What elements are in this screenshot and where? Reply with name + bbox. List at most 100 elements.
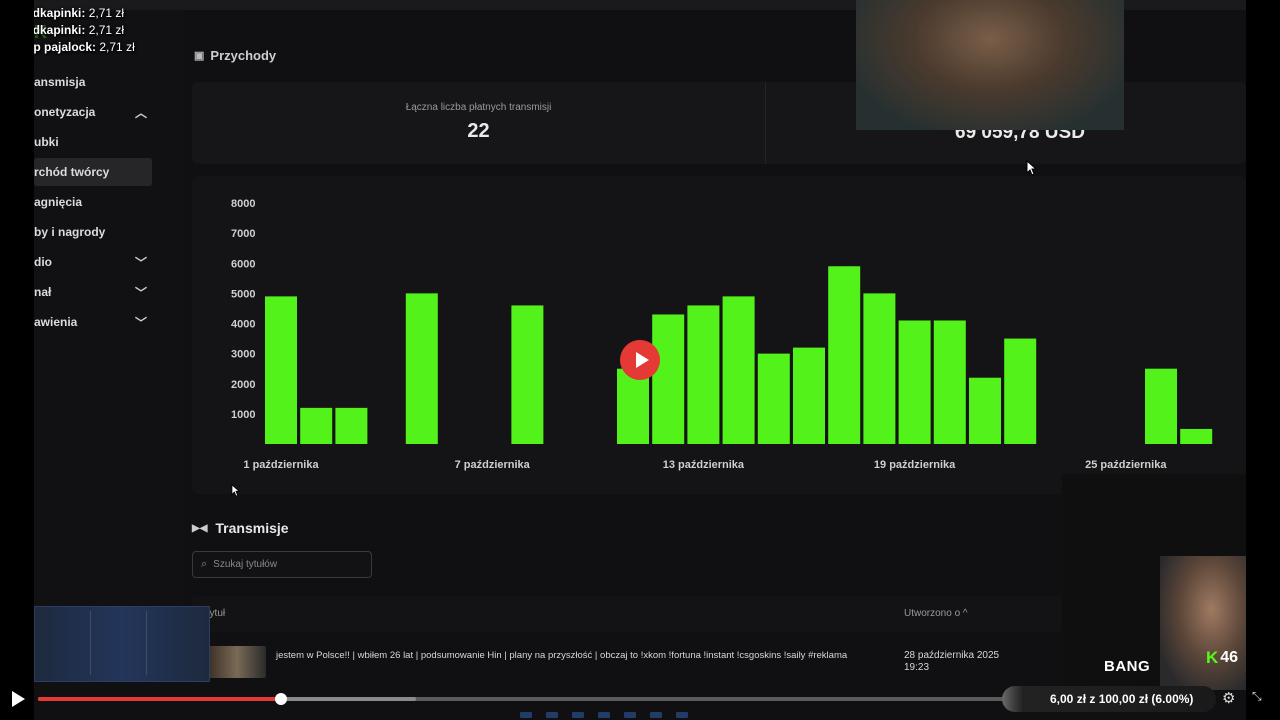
gear-icon[interactable]: ⚙ — [1222, 690, 1236, 707]
letterbox-right — [1246, 0, 1280, 720]
chart-bar[interactable] — [1180, 428, 1213, 444]
streamer-face — [1160, 556, 1246, 690]
sidebar: ansmisja onetyzacja ︿ ubki rchód twórcy a… — [34, 10, 184, 610]
chart-bar[interactable] — [1004, 338, 1037, 444]
sidebar-item-label: onetyzacja — [34, 105, 96, 119]
sidebar-item-label: agnięcia — [34, 195, 83, 209]
x-tick-label: 25 października — [1085, 459, 1167, 471]
sidebar-item-label: awienia — [34, 315, 78, 329]
browser-bookmarks-bar — [34, 0, 1246, 10]
chart-bar[interactable] — [687, 305, 720, 444]
sidebar-item-nagrody[interactable]: by i nagrody — [34, 218, 152, 246]
taskbar-strip — [520, 712, 760, 720]
table-row[interactable]: jestem w Polsce!! | wbiłem 26 lat | pods… — [192, 640, 1062, 680]
chevron-down-icon: ﹀ — [134, 255, 147, 270]
y-tick-label: 4000 — [231, 319, 255, 331]
chart-bar[interactable] — [969, 377, 1001, 444]
letterbox-left — [0, 0, 34, 720]
chart-bar[interactable] — [335, 407, 368, 444]
sidebar-item-label: by i nagrody — [34, 225, 106, 239]
center-play-button[interactable] — [620, 340, 660, 380]
x-tick-label: 7 października — [455, 459, 531, 471]
y-tick-label: 8000 — [231, 198, 255, 210]
webcam-overlay — [856, 0, 1124, 130]
search-icon: ⌕ — [201, 558, 208, 570]
chart-bar[interactable] — [511, 305, 544, 444]
player-controls: 6,00 zł z 100,00 zł (6.00%) ⚙ ⤡ — [0, 684, 1280, 720]
skin-image — [39, 611, 91, 675]
chart-bar[interactable] — [300, 407, 333, 444]
play-button[interactable] — [12, 690, 30, 708]
stream-thumbnail — [208, 646, 266, 678]
stat-label: Łączna liczba płatnych transmisji — [405, 102, 552, 113]
chevron-down-icon: ﹀ — [134, 285, 147, 300]
section-title: Przychody — [210, 48, 277, 63]
x-tick-label: 1 października — [243, 459, 319, 471]
donation-goal-bar: 6,00 zł z 100,00 zł (6.00%) — [1002, 686, 1216, 712]
kick-viewer-counter: K 46 — [1206, 648, 1238, 668]
sidebar-item-monetyzacja[interactable]: onetyzacja ︿ — [34, 98, 152, 126]
y-tick-label: 5000 — [231, 288, 255, 300]
mouse-cursor-icon — [1026, 160, 1038, 176]
chart-bar[interactable] — [828, 266, 861, 444]
exit-fullscreen-icon[interactable]: ⤡ — [1252, 689, 1262, 703]
sidebar-item-transmisja[interactable]: ansmisja — [34, 68, 152, 96]
chart-bar[interactable] — [863, 293, 896, 444]
sidebar-item-label: ubki — [34, 135, 59, 149]
sidebar-item-label: ansmisja — [34, 75, 86, 89]
mouse-cursor-icon — [231, 484, 241, 497]
bang-label: BANG — [1104, 658, 1151, 675]
chart-bar[interactable] — [722, 296, 755, 444]
stat-value: 22 — [467, 120, 490, 142]
play-icon — [635, 352, 649, 368]
sidebar-item-osiagniecia[interactable]: agnięcia — [34, 188, 152, 216]
play-icon — [12, 691, 25, 707]
sidebar-item-przychod-tworcy[interactable]: rchód twórcy — [34, 158, 152, 186]
search-input[interactable]: ⌕ Szukaj tytułów — [192, 551, 372, 578]
chart-bar[interactable] — [898, 320, 931, 444]
donation-goal-text: 6,00 zł z 100,00 zł (6.00%) — [1050, 692, 1194, 706]
kick-icon: K — [1206, 648, 1219, 667]
chart-bar[interactable] — [1145, 368, 1177, 444]
chart-bar[interactable] — [933, 320, 966, 444]
column-header-created[interactable]: Utworzono o ^ — [904, 608, 968, 619]
chart-bar[interactable] — [757, 353, 790, 444]
seek-bar[interactable] — [38, 693, 1008, 705]
chart-bar[interactable] — [652, 314, 685, 444]
y-tick-label: 2000 — [231, 379, 255, 391]
video-icon: ▶◀ — [192, 522, 208, 534]
stat-paid-streams: Łączna liczba płatnych transmisji 22 — [192, 82, 766, 164]
sidebar-item-label: dio — [34, 255, 52, 269]
column-header-title[interactable]: Tytuł — [204, 608, 226, 619]
chart-bar[interactable] — [793, 347, 825, 444]
chart-bar[interactable] — [405, 293, 438, 444]
transmisje-header: ▶◀ Transmisje — [192, 520, 289, 536]
x-tick-label: 19 października — [874, 459, 956, 471]
sort-asc-icon: ^ — [962, 608, 968, 619]
x-tick-label: 13 października — [663, 459, 745, 471]
skin-image — [95, 611, 147, 675]
chart-bar[interactable] — [265, 296, 297, 444]
kick-logo-watermark: K — [34, 22, 47, 42]
sidebar-item-kanal[interactable]: nał ﹀ — [34, 278, 152, 306]
chevron-down-icon: ﹀ — [134, 315, 147, 330]
y-tick-label: 1000 — [231, 409, 255, 421]
revenue-chart-panel: 1000 2000 3000 4000 5000 6000 7000 8000 1 paździ… — [192, 176, 1246, 494]
sidebar-item-suby[interactable]: ubki — [34, 128, 152, 156]
search-placeholder: Szukaj tytułów — [213, 559, 278, 570]
skins-overlay — [34, 606, 210, 682]
seek-handle[interactable] — [274, 693, 287, 705]
sidebar-item-ustawienia[interactable]: awienia ﹀ — [34, 308, 152, 336]
sidebar-item-label: rchód twórcy — [34, 165, 110, 179]
played-bar — [38, 697, 281, 701]
viewer-count: 46 — [1220, 649, 1239, 666]
sidebar-item-studio[interactable]: dio ﹀ — [34, 248, 152, 276]
stream-date: 28 października 2025 19:23 — [904, 650, 1000, 673]
skin-image — [151, 611, 203, 675]
y-tick-label: 7000 — [231, 228, 255, 240]
chart-bar[interactable] — [617, 368, 649, 444]
sidebar-item-label: nał — [34, 285, 52, 299]
transmisje-title: Transmisje — [215, 520, 289, 536]
wallet-icon: ▣ — [194, 50, 205, 62]
